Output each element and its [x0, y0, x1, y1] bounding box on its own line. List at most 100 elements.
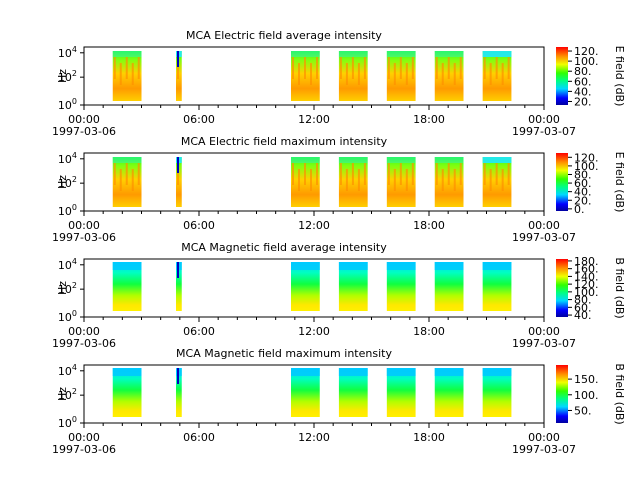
panel-2: MCA Electric field maximum intensity 100 1… [52, 135, 626, 244]
block-stripe [310, 169, 312, 191]
colorbar-tick-label: 60. [574, 75, 592, 88]
colorbar-label: B field (dB) [613, 363, 626, 424]
colorbar-tick-label: 150. [574, 373, 599, 386]
block-top-band [434, 262, 464, 270]
block-stripe [453, 63, 456, 85]
block-stripe [483, 163, 486, 185]
x-tick-label: 06:00 [183, 431, 215, 444]
block-top-band [482, 51, 512, 57]
block-stripe [304, 57, 306, 79]
block-stripe [399, 163, 402, 185]
block-stripe [316, 57, 318, 79]
colorbar [556, 259, 568, 317]
block-dark-band [177, 368, 179, 384]
x-date-label: 1997-03-06 [52, 443, 116, 456]
x-tick-label: 00:00 [528, 325, 560, 338]
block-top-band [291, 51, 320, 57]
x-tick-label: 18:00 [413, 431, 445, 444]
block-top-band [112, 262, 142, 270]
colorbar-tick-label: 140. [574, 270, 599, 283]
y-axis-label: Hz [56, 175, 69, 189]
block-dark-band [177, 51, 179, 67]
x-date-label: 1997-03-07 [512, 443, 576, 456]
block-stripe [119, 169, 122, 191]
block-stripe [411, 163, 414, 185]
block-stripe [507, 163, 510, 185]
colorbar-tick-label: 80. [574, 294, 592, 307]
block-top-band [338, 368, 368, 376]
x-date-label: 1997-03-06 [52, 337, 116, 350]
x-tick-label: 12:00 [298, 431, 330, 444]
panel-1: MCA Electric field average intensity 100 1… [52, 29, 626, 138]
colorbar [556, 153, 568, 211]
data-block [386, 262, 416, 311]
data-block [338, 368, 368, 417]
data-block [338, 262, 368, 311]
block-stripe [411, 57, 414, 79]
block-stripe [387, 163, 390, 185]
colorbar [556, 47, 568, 105]
y-tick-label: 104 [58, 363, 77, 378]
block-top-band [338, 157, 368, 163]
x-date-label: 1997-03-07 [512, 125, 576, 138]
data-block [434, 262, 464, 311]
block-stripe [399, 57, 402, 79]
block-top-band [386, 51, 416, 57]
block-stripe [363, 163, 366, 185]
colorbar-tick-label: 0. [574, 203, 585, 216]
block-stripe [435, 163, 438, 185]
y-tick-label: 100 [58, 97, 77, 112]
block-stripe [447, 163, 450, 185]
data-block [176, 368, 182, 417]
y-axis-label: Hz [56, 281, 69, 295]
block-top-band [482, 157, 512, 163]
block-stripe [177, 57, 179, 79]
block-top-band [386, 368, 416, 376]
block-dark-band [177, 157, 179, 173]
block-top-band [291, 368, 320, 376]
colorbar-tick-label: 120. [574, 45, 599, 58]
x-tick-label: 12:00 [298, 325, 330, 338]
block-stripe [459, 163, 462, 185]
colorbar-tick-label: 20. [574, 95, 592, 108]
block-stripe [405, 63, 408, 85]
colorbar-tick-label: 100. [574, 286, 599, 299]
block-stripe [113, 163, 116, 185]
block-stripe [351, 57, 354, 79]
panel-title: MCA Magnetic field maximum intensity [176, 347, 392, 360]
block-stripe [119, 63, 122, 85]
colorbar-label: E field (dB) [613, 152, 626, 213]
block-stripe [357, 63, 360, 85]
x-tick-label: 18:00 [413, 113, 445, 126]
y-tick-label: 104 [58, 257, 77, 272]
x-date-label: 1997-03-07 [512, 231, 576, 244]
block-top-band [482, 368, 512, 376]
block-stripe [137, 163, 140, 185]
block-stripe [393, 63, 396, 85]
block-stripe [125, 57, 128, 79]
x-tick-label: 00:00 [68, 219, 100, 232]
block-stripe [351, 163, 354, 185]
data-block [482, 262, 512, 311]
block-top-band [386, 262, 416, 270]
x-date-label: 1997-03-07 [512, 337, 576, 350]
block-stripe [137, 57, 140, 79]
block-stripe [304, 163, 306, 185]
block-stripe [292, 57, 294, 79]
x-tick-label: 00:00 [68, 431, 100, 444]
x-tick-label: 12:00 [298, 113, 330, 126]
block-stripe [441, 63, 444, 85]
block-stripe [483, 57, 486, 79]
x-tick-label: 00:00 [68, 325, 100, 338]
block-stripe [507, 57, 510, 79]
block-top-band [338, 51, 368, 57]
data-block [176, 262, 182, 311]
block-stripe [339, 57, 342, 79]
block-stripe [316, 163, 318, 185]
colorbar [556, 365, 568, 423]
block-top-band [482, 262, 512, 270]
block-stripe [177, 163, 179, 185]
colorbar-tick-label: 160. [574, 263, 599, 276]
x-tick-label: 12:00 [298, 219, 330, 232]
